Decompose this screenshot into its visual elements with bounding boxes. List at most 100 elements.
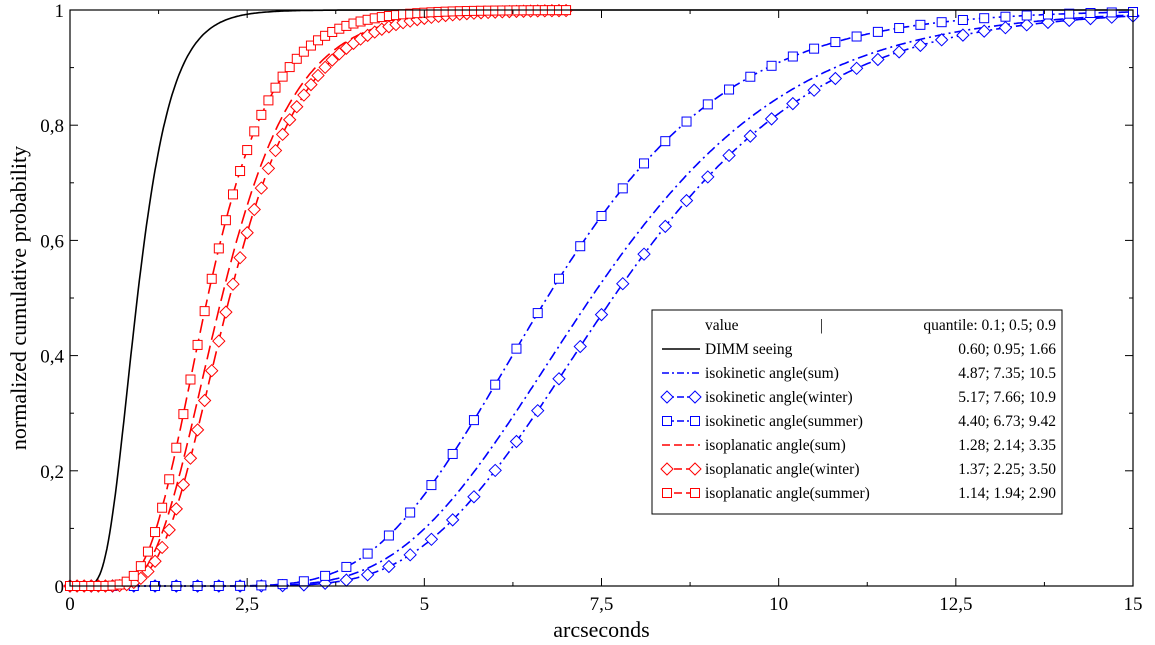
series-point [360,568,375,582]
series-point [915,19,926,30]
series-point [1064,8,1075,19]
series-point [155,540,169,555]
series-point [148,554,162,568]
series-point [447,448,458,459]
series-point [679,193,694,208]
legend-item-isokinetic-angle-summer: isokinetic angle(summer) 4.40; 6.73; 9.42 [662,413,1056,430]
x-tick-label: 0 [65,594,75,615]
series-point [242,145,253,156]
series-point [254,181,269,195]
legend-marker [660,462,674,476]
x-tick-label: 5 [420,594,430,615]
series-point [150,527,161,538]
x-tick-label: 12,5 [939,594,972,615]
x-tick-label: 10 [769,594,788,615]
series-isokinetic-angle-sum [70,14,1133,587]
series-point [268,143,283,158]
series-point [226,277,240,291]
legend-item-isokinetic-angle-sum: isokinetic angle(sum) 4.87; 7.35; 10.5 [662,365,1056,382]
series-line [70,9,567,587]
legend-label: isokinetic angle(sum) [705,365,839,382]
series-point [722,148,736,163]
series-point [341,561,352,572]
legend-label: DIMM seeing [705,341,793,358]
series-point [185,374,196,385]
legend-quantiles: 4.87; 7.35; 10.5 [958,365,1056,382]
legend-label: isokinetic angle(summer) [705,413,863,430]
series-point [851,31,862,42]
series-point [339,573,354,587]
series-point [325,53,339,67]
legend-label: isokinetic angle(winter) [705,389,853,406]
series-point [1106,7,1117,18]
series-point [192,339,203,350]
series-point [183,451,198,465]
series-point [362,548,373,559]
x-tick-label: 7,5 [590,594,614,615]
series-point [270,82,281,93]
legend-header-separator: | [820,317,823,334]
series-point [220,215,231,226]
series-point [445,513,460,527]
series-point [290,100,304,114]
legend-label: isoplanatic angle(sum) [705,437,846,454]
series-point [766,60,777,71]
series-point [594,307,609,322]
series-point [745,71,756,82]
legend-item-isokinetic-angle-winter: isokinetic angle(winter) 5.17; 7.66; 10.9 [660,389,1056,406]
y-tick-label: 0,2 [40,462,64,483]
series-point [979,13,990,24]
legend-label: isoplanatic angle(summer) [705,485,870,502]
series-point [956,28,970,42]
series-point [575,241,586,252]
legend-quantiles: 1.14; 1.94; 2.90 [958,485,1056,502]
series-point [256,109,267,120]
series-point [849,61,864,76]
series-point [467,490,481,504]
series-point [176,478,191,492]
x-tick-label: 2,5 [235,594,259,615]
legend-box [651,309,1063,515]
series-point [233,250,247,265]
series-point [701,170,715,184]
axis-ticks: 0 2,5 5 7,5 10 12,5 15 0 0,2 0,4 0,6 0,8 1 [40,1,1142,615]
series-point [1021,10,1032,21]
series-point [261,161,276,176]
series-point [277,579,288,590]
series-point [1085,8,1096,19]
y-axis-title: normalized cumulative probability [6,146,31,450]
series-point [490,379,501,390]
series-point [934,33,949,47]
series-point [553,273,564,284]
series-point [809,43,820,54]
series-point [426,480,437,491]
series-point [135,561,146,572]
legend-quantiles: 5.17; 7.66; 10.9 [958,389,1056,406]
series-point [616,277,630,291]
legend-marker [690,416,700,426]
series-point [957,15,968,26]
series-point [235,166,246,177]
x-tick-label: 15 [1124,594,1143,615]
series-isoplanatic-angle-winter [63,3,573,593]
series-point [249,126,260,137]
series-point [206,273,217,284]
series-point [1000,11,1011,22]
series-isoplanatic-angle-sum [70,9,567,587]
series-point [892,45,906,59]
legend-item-isoplanatic-angle-winter: isoplanatic angle(winter) 1.37; 2.25; 3.5… [660,461,1056,478]
series-point [142,546,153,557]
series-point [164,474,175,485]
series-point [573,339,587,354]
series-point [532,308,543,319]
y-tick-label: 1 [55,1,65,22]
series-point [787,51,798,62]
series-point [681,116,692,127]
legend-marker [688,390,702,404]
series-point [511,343,522,354]
legend-quantiles: 4.40; 6.73; 9.42 [958,413,1056,430]
series-point [282,113,297,127]
series-point [786,96,800,111]
series-point [256,580,267,591]
